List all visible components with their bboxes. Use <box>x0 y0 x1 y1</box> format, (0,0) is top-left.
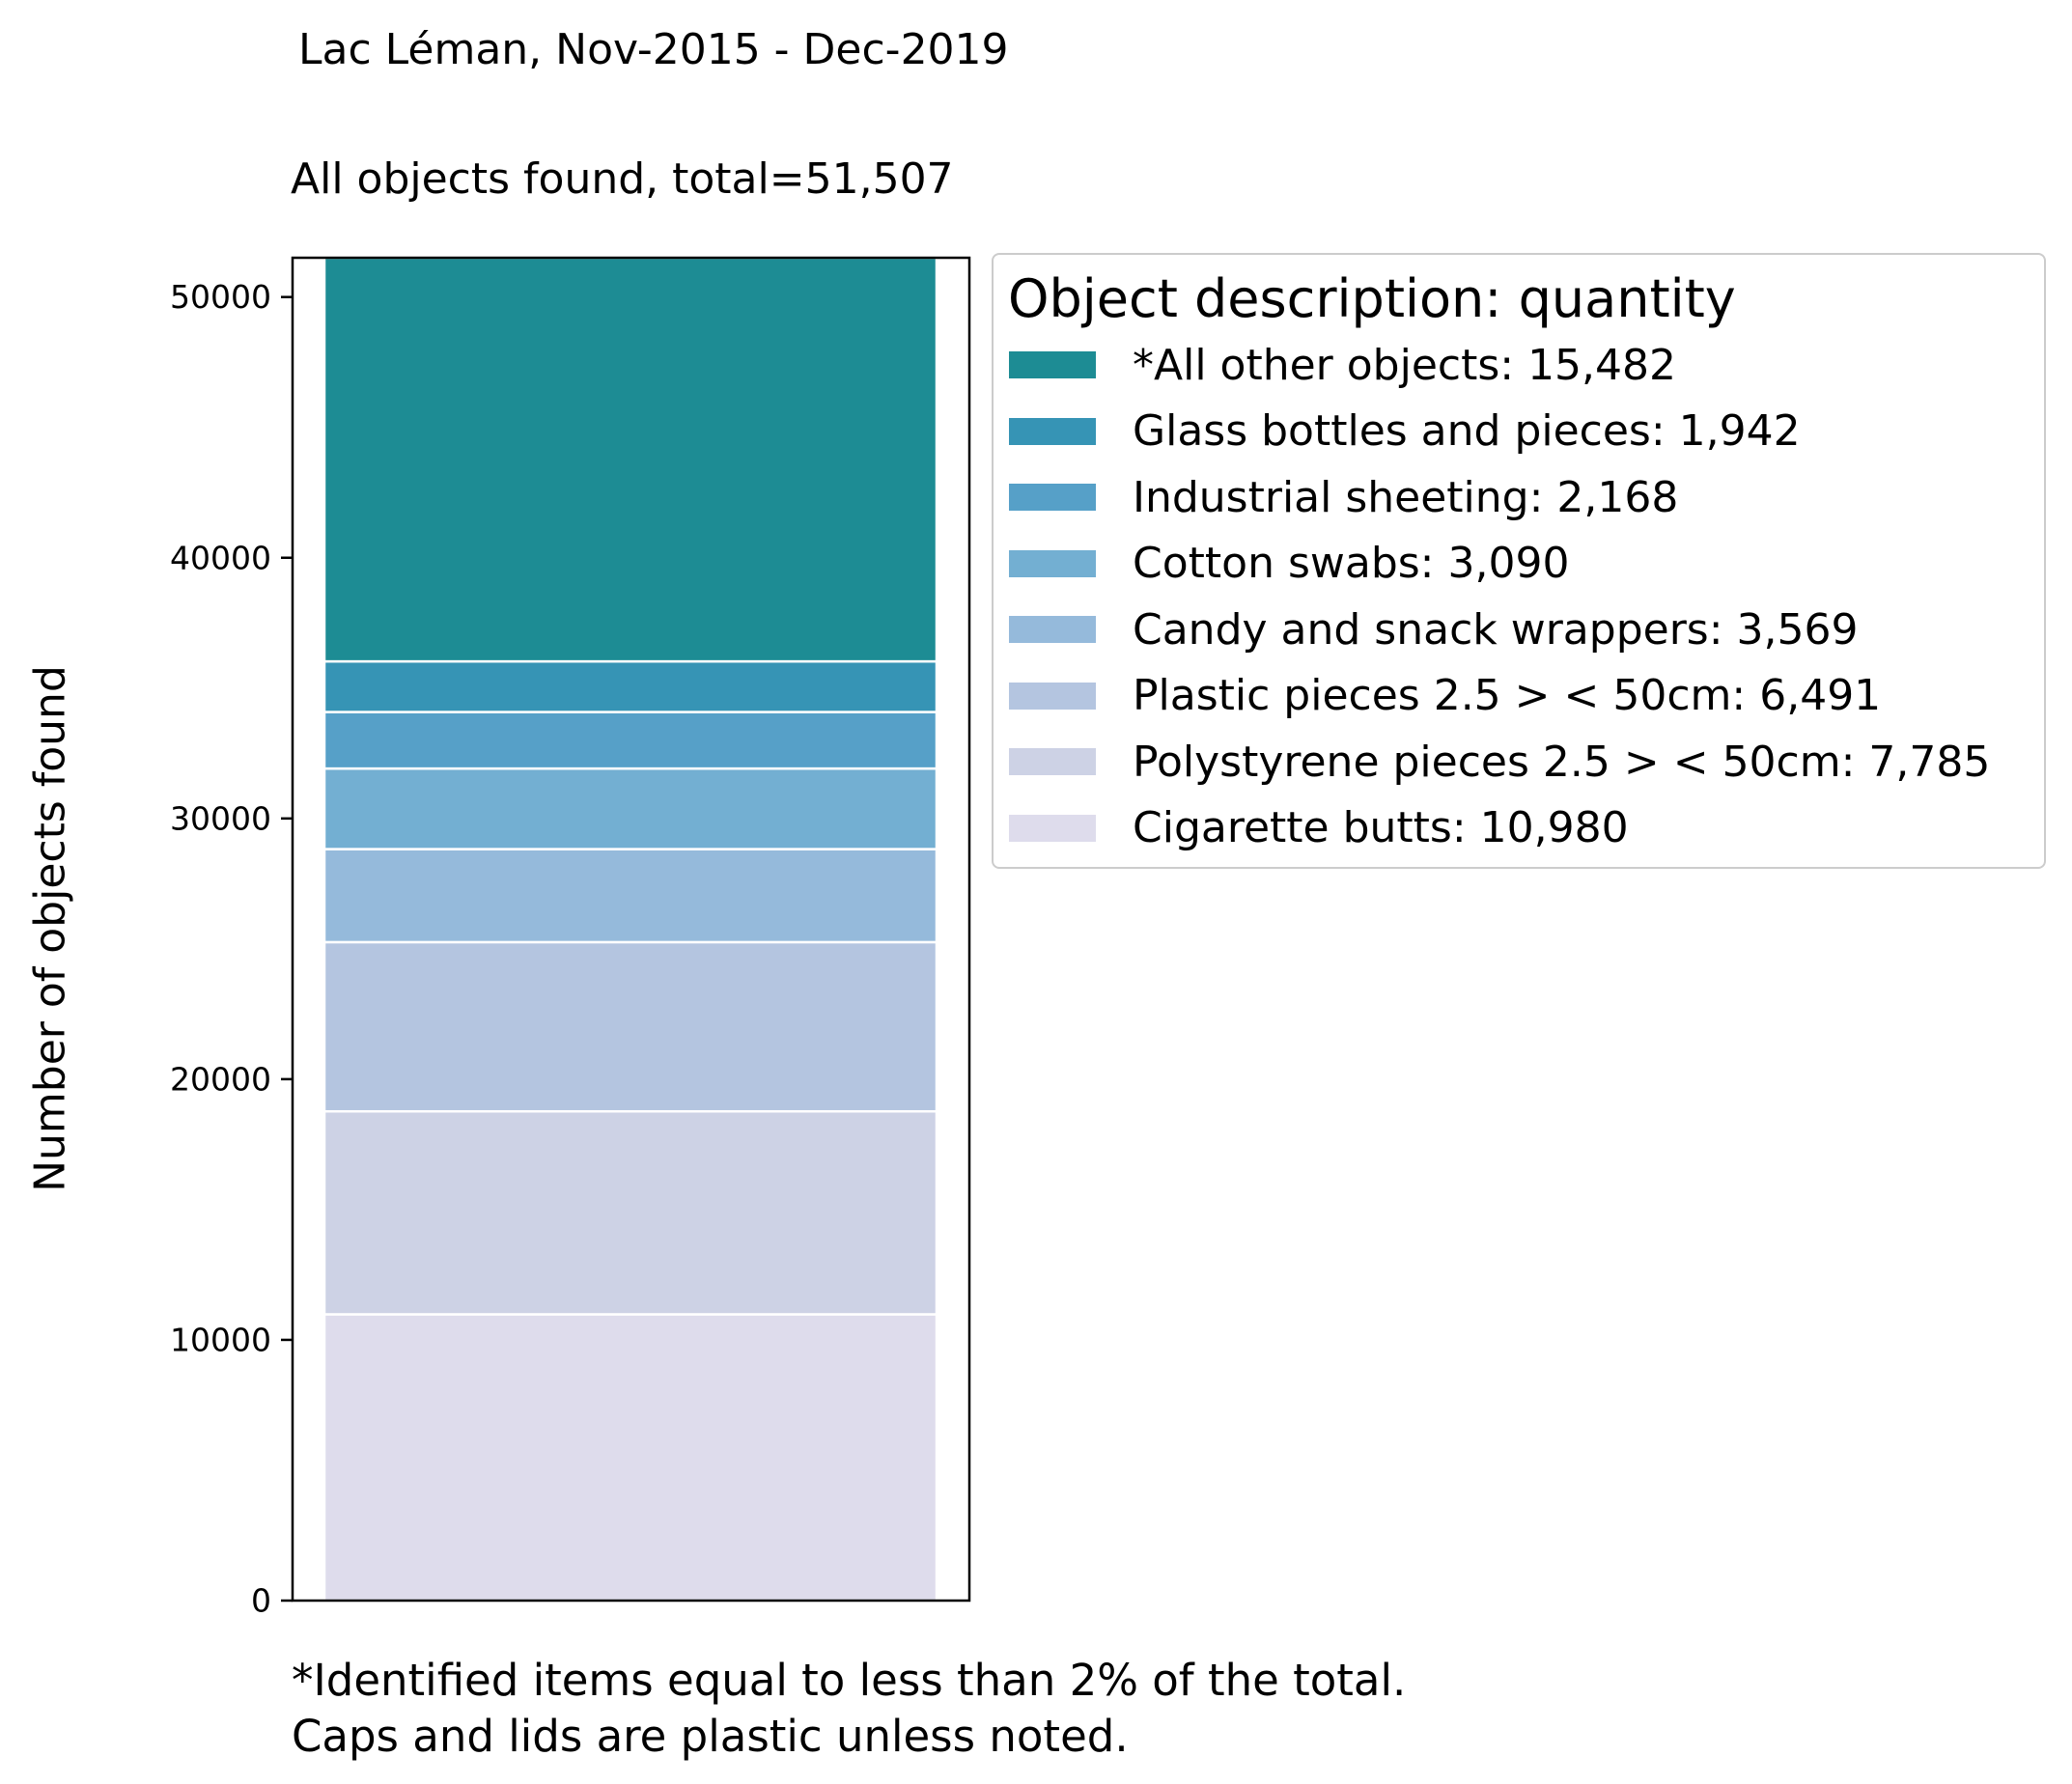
legend-swatch <box>1009 351 1096 378</box>
legend-item: Polystyrene pieces 2.5 > < 50cm: 7,785 <box>1009 733 1990 791</box>
chart-title: All objects found, total=51,507 <box>291 154 954 204</box>
legend-item: *All other objects: 15,482 <box>1009 336 1676 394</box>
legend-label: Cigarette butts: 10,980 <box>1133 803 1629 852</box>
footnote-line-1: *Identified items equal to less than 2% … <box>292 1655 1407 1706</box>
legend-swatch <box>1009 748 1096 775</box>
legend-item: Glass bottles and pieces: 1,942 <box>1009 403 1801 460</box>
bar-segment-5 <box>322 711 938 770</box>
legend-item: Candy and snack wrappers: 3,569 <box>1009 600 1858 658</box>
stacked-bar <box>322 256 938 1603</box>
y-tick-label: 20000 <box>170 1060 271 1098</box>
footnote-line-2: Caps and lids are plastic unless noted. <box>292 1711 1129 1762</box>
legend-label: *All other objects: 15,482 <box>1133 340 1677 390</box>
footnote: *Identified items equal to less than 2% … <box>292 1653 1406 1765</box>
bar-segment-1 <box>322 1109 938 1316</box>
legend: Object description: quantity *All other … <box>992 253 2046 869</box>
y-tick-label: 50000 <box>170 278 271 316</box>
bar-segment-2 <box>322 940 938 1113</box>
legend-swatch <box>1009 616 1096 643</box>
y-tick-label: 0 <box>251 1582 271 1620</box>
legend-swatch <box>1009 682 1096 710</box>
bar-segment-6 <box>322 659 938 713</box>
legend-label: Candy and snack wrappers: 3,569 <box>1133 604 1859 655</box>
y-tick-label: 10000 <box>170 1321 271 1358</box>
legend-swatch <box>1009 417 1096 445</box>
legend-swatch <box>1009 484 1096 511</box>
y-axis: 0 10000 20000 30000 40000 50000 <box>170 278 293 1620</box>
legend-label: Plastic pieces 2.5 > < 50cm: 6,491 <box>1133 671 1882 720</box>
plot-frame <box>291 256 971 1603</box>
legend-title: Object description: quantity <box>1008 268 1736 329</box>
legend-label: Glass bottles and pieces: 1,942 <box>1133 406 1801 456</box>
legend-item: Cotton swabs: 3,090 <box>1009 535 1569 593</box>
legend-label: Polystyrene pieces 2.5 > < 50cm: 7,785 <box>1133 737 1991 787</box>
bar-segment-3 <box>322 848 938 944</box>
legend-swatch <box>1009 549 1096 577</box>
y-tick-label: 30000 <box>170 799 271 837</box>
legend-item: Plastic pieces 2.5 > < 50cm: 6,491 <box>1009 667 1881 725</box>
bar-segment-0 <box>322 1313 938 1603</box>
legend-swatch <box>1009 814 1096 842</box>
chart-suptitle: Lac Léman, Nov-2015 - Dec-2019 <box>298 25 1009 74</box>
y-tick-label: 40000 <box>170 539 271 576</box>
legend-item: Cigarette butts: 10,980 <box>1009 799 1629 857</box>
bar-segment-7 <box>322 256 938 663</box>
bar-segment-4 <box>322 767 938 850</box>
legend-label: Industrial sheeting: 2,168 <box>1133 472 1679 522</box>
legend-item: Industrial sheeting: 2,168 <box>1009 468 1678 526</box>
legend-label: Cotton swabs: 3,090 <box>1133 539 1570 588</box>
